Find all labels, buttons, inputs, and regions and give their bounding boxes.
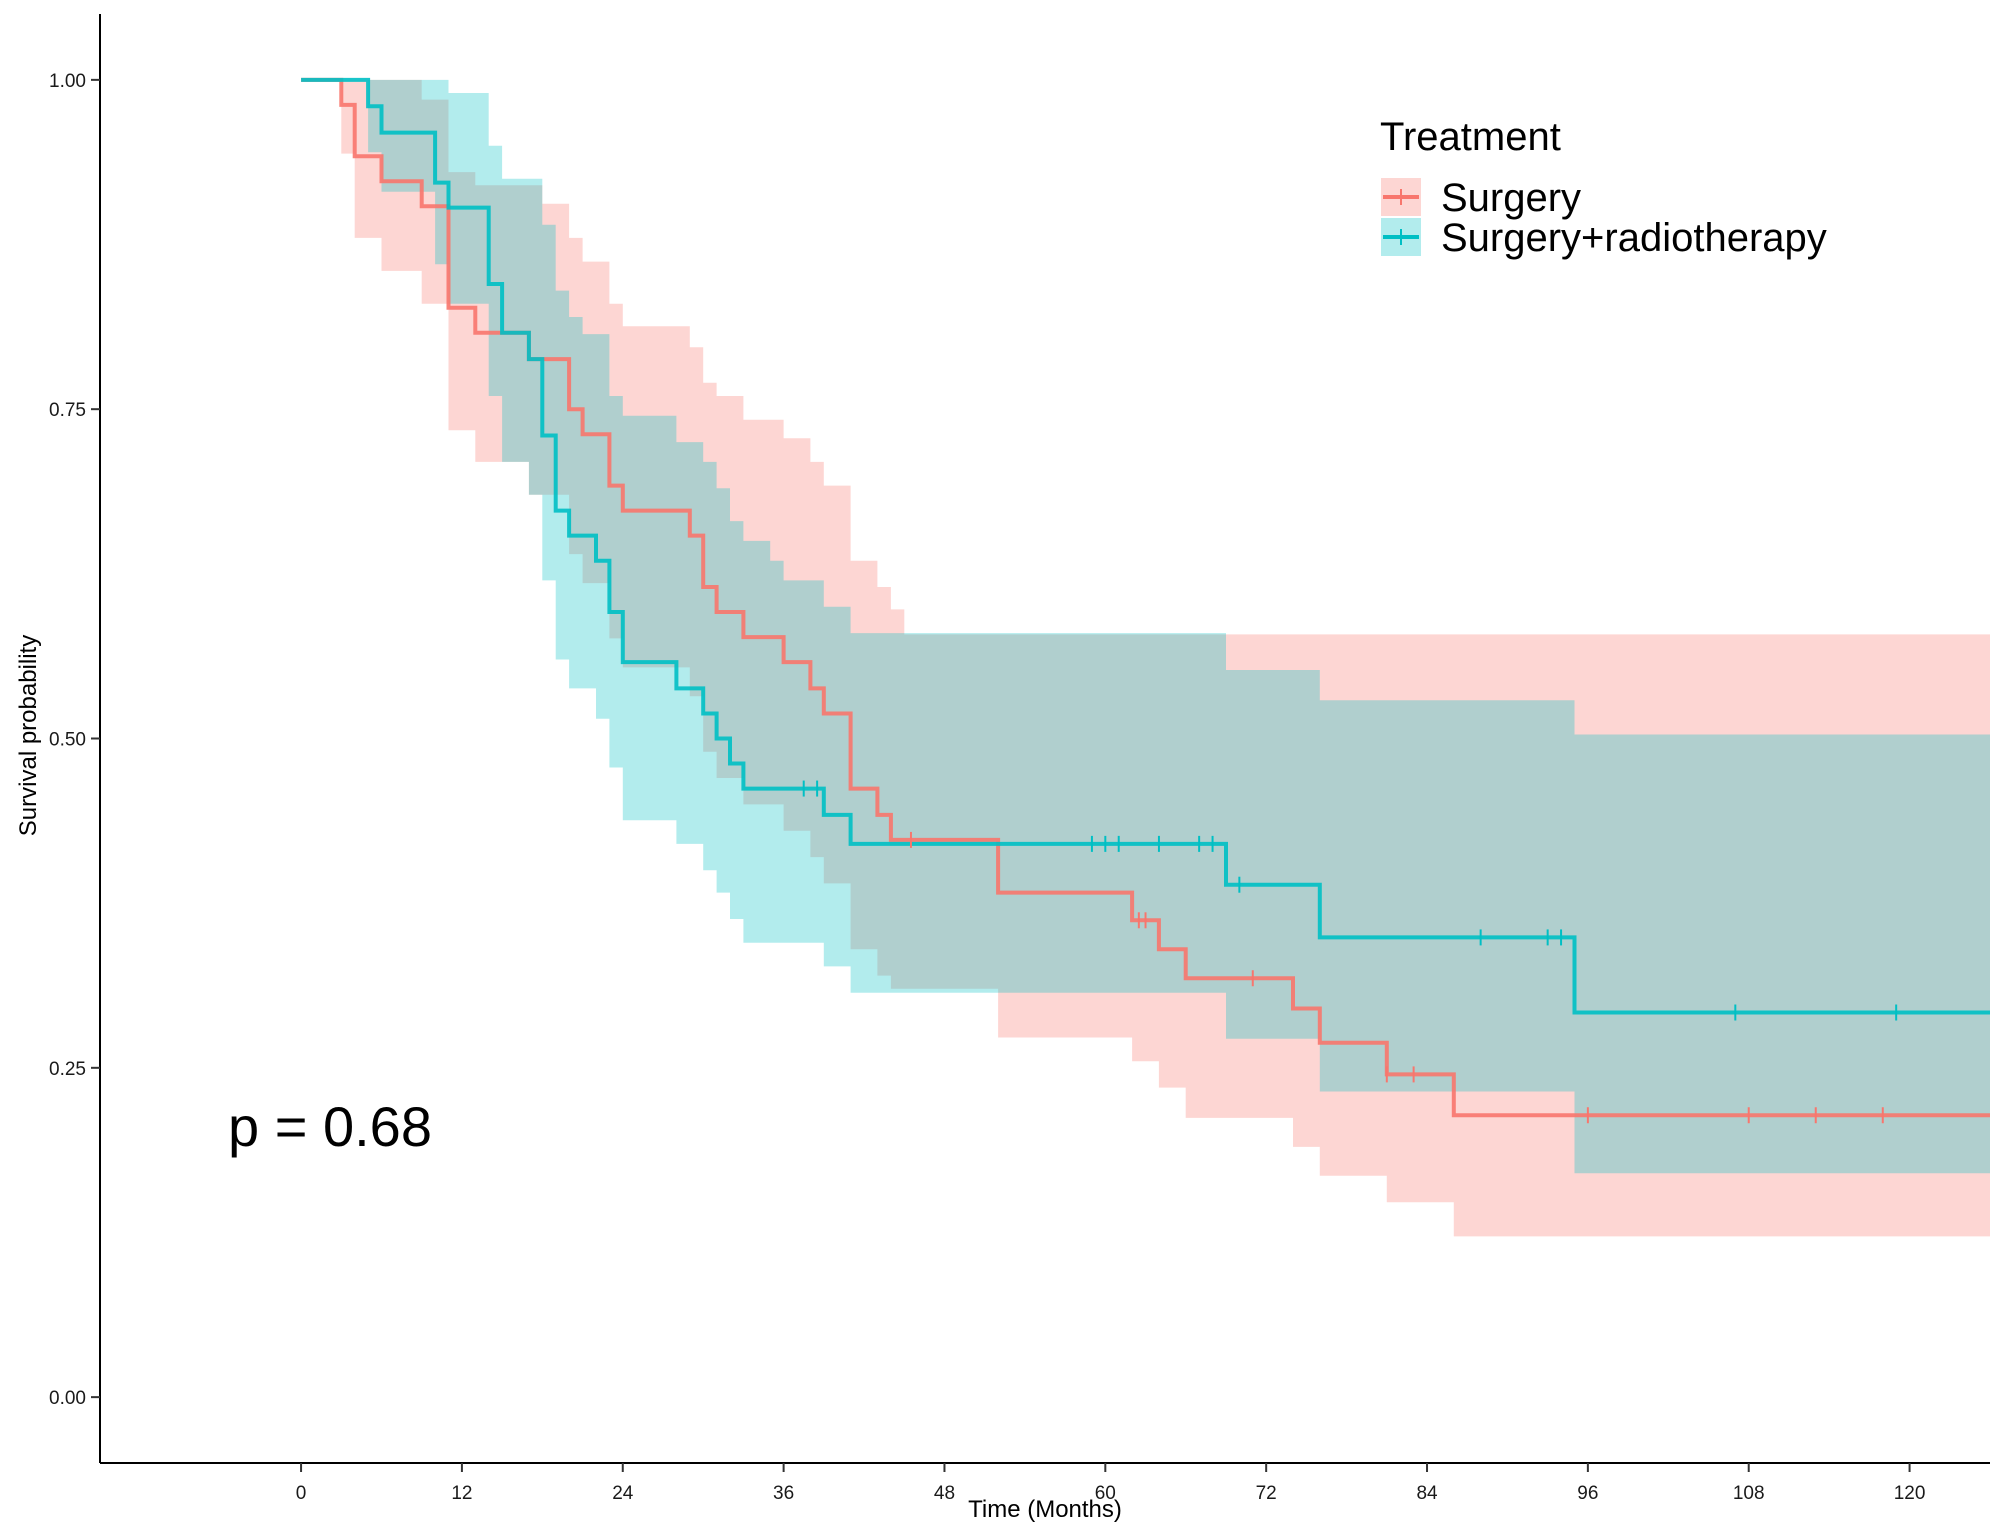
y-tick-label: 1.00	[49, 71, 86, 92]
p-value-annotation: p = 0.68	[228, 1095, 432, 1158]
x-tick-label: 0	[296, 1483, 307, 1504]
confidence-band-surgery-radiotherapy	[301, 79, 1991, 1174]
x-tick-label: 120	[1894, 1483, 1926, 1504]
x-tick-label: 108	[1733, 1483, 1765, 1504]
y-tick-label: 0.25	[49, 1059, 86, 1080]
censor-marks	[802, 780, 1898, 1124]
y-axis-title: Survival probability	[15, 635, 42, 836]
survival-curves	[301, 77, 1990, 1118]
x-tick-label: 60	[1095, 1483, 1116, 1504]
y-tick-label: 0.50	[49, 730, 86, 751]
y-tick-label: 0.00	[49, 1388, 86, 1409]
x-tick-label: 24	[612, 1483, 634, 1504]
legend-label: Surgery+radiotherapy	[1441, 216, 1827, 260]
x-tick-label: 12	[451, 1483, 472, 1504]
survival-curve-surgery-radiotherapy	[301, 77, 1990, 1015]
x-tick-label: 96	[1577, 1483, 1598, 1504]
legend-title: Treatment	[1380, 115, 1561, 159]
x-tick-label: 72	[1256, 1483, 1277, 1504]
x-axis-title: Time (Months)	[968, 1496, 1122, 1523]
y-tick-label: 0.75	[49, 400, 86, 421]
confidence-band-surgery	[301, 79, 1991, 1237]
axes: 0 12 24 36 48 60 72 84 96 108 120 0.00 0.25 0.50 0.75 1…	[49, 14, 1990, 1504]
survival-curve-surgery	[301, 77, 1990, 1118]
x-tick-label: 48	[934, 1483, 955, 1504]
confidence-bands	[301, 79, 1991, 1237]
legend-label: Surgery	[1441, 176, 1581, 220]
x-tick-label: 36	[773, 1483, 794, 1504]
x-tick-label: 84	[1416, 1483, 1438, 1504]
